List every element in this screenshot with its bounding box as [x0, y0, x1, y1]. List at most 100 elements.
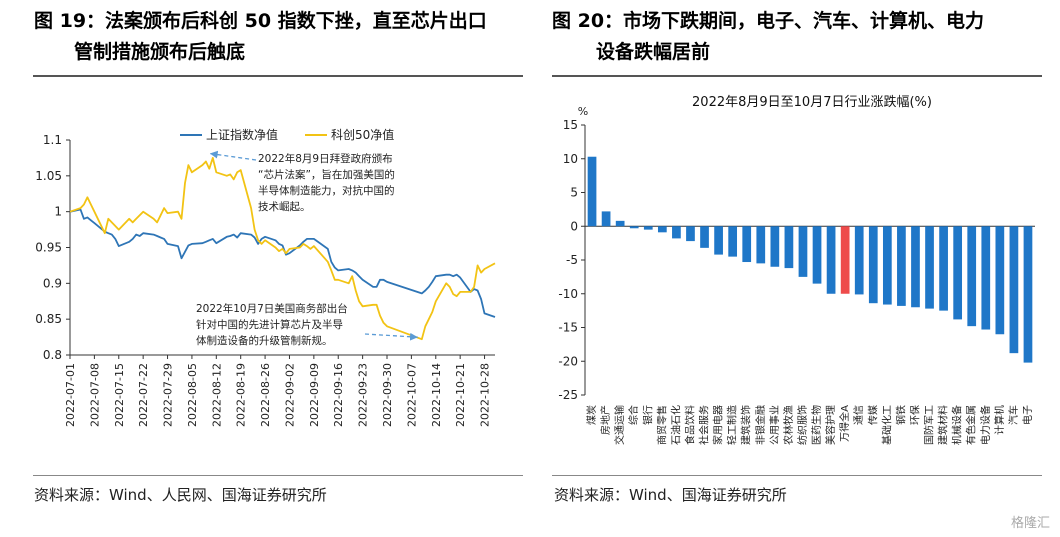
- y-tick-label: 0: [570, 219, 578, 233]
- category-label: 煤炭: [585, 405, 598, 425]
- category-label: 国防军工: [923, 405, 936, 445]
- bar: [657, 226, 667, 233]
- x-tick-label: 2022-08-05: [186, 363, 199, 427]
- figure20-title-line1: 图 20：市场下跌期间，电子、汽车、计算机、电力: [552, 10, 985, 32]
- figure20-source: 资料来源：Wind、国海证券研究所: [554, 486, 787, 504]
- category-label: 食品饮料: [683, 405, 696, 445]
- bar: [728, 226, 738, 257]
- annotation-chips-act-line: 半导体制造能力，对抗中国的: [258, 184, 395, 197]
- bar: [1009, 226, 1019, 354]
- bar: [911, 226, 920, 308]
- bar: [587, 156, 597, 227]
- figure20-title-line2: 设备跌幅居前: [596, 41, 711, 63]
- x-tick-label: 2022-07-15: [113, 363, 126, 427]
- y-tick-label: 5: [570, 186, 578, 200]
- bar: [939, 226, 948, 311]
- x-tick-label: 2022-07-01: [64, 363, 77, 427]
- category-label: 美容护理: [824, 405, 837, 445]
- y-tick-label: 1.1: [43, 133, 62, 147]
- x-tick-label: 2022-07-29: [162, 363, 175, 427]
- category-label: 机械设备: [951, 405, 964, 445]
- bar: [686, 226, 695, 242]
- bar-chart-industry-returns: 2022年8月9日至10月7日行业涨跌幅(%)% -25 -20 -15 -10 -5 0 5…: [558, 94, 1035, 445]
- y-tick-label: -15: [558, 321, 578, 335]
- figure19-title: 图 19：法案颁布后科创 50 指数下挫，直至芯片出口 管制措施颁布后触底: [34, 6, 514, 68]
- y-tick-label: 15: [563, 118, 578, 132]
- y-tick-label: 0.8: [43, 348, 62, 362]
- category-label: 电子: [1021, 405, 1034, 425]
- bar: [1023, 226, 1033, 363]
- bar: [840, 226, 850, 294]
- x-tick-label: 2022-08-12: [210, 363, 223, 427]
- annotation-export-control-line: 体制造设备的升级管制新规。: [196, 334, 333, 347]
- y-tick-label: 0.85: [35, 312, 62, 326]
- annotation-arrow-chips-act: [209, 150, 257, 161]
- bar: [854, 226, 864, 295]
- bar: [770, 226, 780, 267]
- category-label: 家用电器: [712, 405, 725, 445]
- bar: [868, 226, 878, 304]
- series-line-star50: [69, 156, 496, 341]
- x-tick-label: 2022-09-02: [283, 363, 296, 427]
- bar: [643, 226, 653, 230]
- category-label: 建筑材料: [937, 405, 950, 445]
- category-label: 农林牧渔: [782, 405, 795, 445]
- line-chart-star50-vs-sse: 0.8 0.85 0.9 0.95 1 1.05 1.1 2022-07-01 2022-07-…: [35, 127, 496, 427]
- figure19-source: 资料来源：Wind、人民网、国海证券研究所: [34, 486, 327, 504]
- category-label: 万得全A: [838, 405, 851, 442]
- category-label: 钢铁: [894, 405, 907, 425]
- bar: [714, 226, 723, 255]
- bar: [756, 226, 766, 264]
- bar: [601, 211, 611, 227]
- bar: [672, 226, 681, 239]
- figure19-title-line1: 图 19：法案颁布后科创 50 指数下挫，直至芯片出口: [34, 10, 487, 32]
- legend-label: 科创50净值: [331, 127, 394, 142]
- bar: [953, 226, 963, 320]
- bar-chart-title: 2022年8月9日至10月7日行业涨跌幅(%): [692, 94, 932, 110]
- category-label: 公用事业: [768, 405, 781, 445]
- bar: [967, 226, 977, 327]
- category-label: 基础化工: [880, 405, 893, 445]
- x-tick-label: 2022-10-21: [454, 363, 467, 427]
- bar: [981, 226, 991, 330]
- bar: [784, 226, 794, 269]
- x-tick-label: 2022-10-07: [405, 363, 418, 427]
- category-label: 医药生物: [810, 405, 823, 445]
- annotation-export-control-line: 针对中国的先进计算芯片及半导: [196, 318, 343, 331]
- category-label: 传媒: [867, 405, 879, 425]
- y-tick-label: -5: [566, 253, 578, 267]
- category-label: 通信: [853, 405, 865, 425]
- category-label: 商贸零售: [655, 405, 668, 445]
- bar: [615, 220, 625, 227]
- annotation-arrow-export-control: [364, 332, 418, 341]
- x-tick-label: 2022-07-08: [88, 363, 101, 427]
- annotation-chips-act-line: 2022年8月9日拜登政府颁布: [258, 152, 393, 165]
- category-label: 交通运输: [613, 405, 626, 445]
- series-line-sse: [69, 208, 496, 318]
- y-tick-label: 0.9: [43, 276, 62, 290]
- x-tick-label: 2022-10-14: [430, 363, 443, 427]
- bar: [882, 226, 892, 305]
- y-tick-label: 0.95: [35, 241, 62, 255]
- category-label: 石油石化: [669, 405, 682, 445]
- legend-label: 上证指数净值: [206, 127, 278, 142]
- y-tick-label: -25: [558, 388, 578, 402]
- y-tick-label: 10: [563, 152, 578, 166]
- category-label: 纺织服饰: [796, 405, 809, 445]
- figure19-bottom-rule: [33, 475, 523, 476]
- x-tick-label: 2022-08-19: [235, 363, 248, 427]
- category-label: 环保: [908, 405, 921, 425]
- category-label: 非银金融: [754, 405, 767, 445]
- category-label: 建筑装饰: [740, 405, 753, 445]
- y-tick-label: -10: [558, 287, 578, 301]
- x-tick-label: 2022-09-30: [381, 363, 394, 427]
- bar: [798, 226, 808, 277]
- bar: [897, 226, 906, 306]
- x-tick-label: 2022-07-22: [137, 363, 150, 427]
- category-label: 汽车: [1007, 405, 1020, 425]
- category-label: 有色金属: [965, 405, 978, 445]
- x-tick-label: 2022-10-28: [479, 363, 492, 427]
- bar: [700, 226, 709, 248]
- category-label: 计算机: [993, 405, 1006, 435]
- figure19-top-rule: [33, 75, 523, 77]
